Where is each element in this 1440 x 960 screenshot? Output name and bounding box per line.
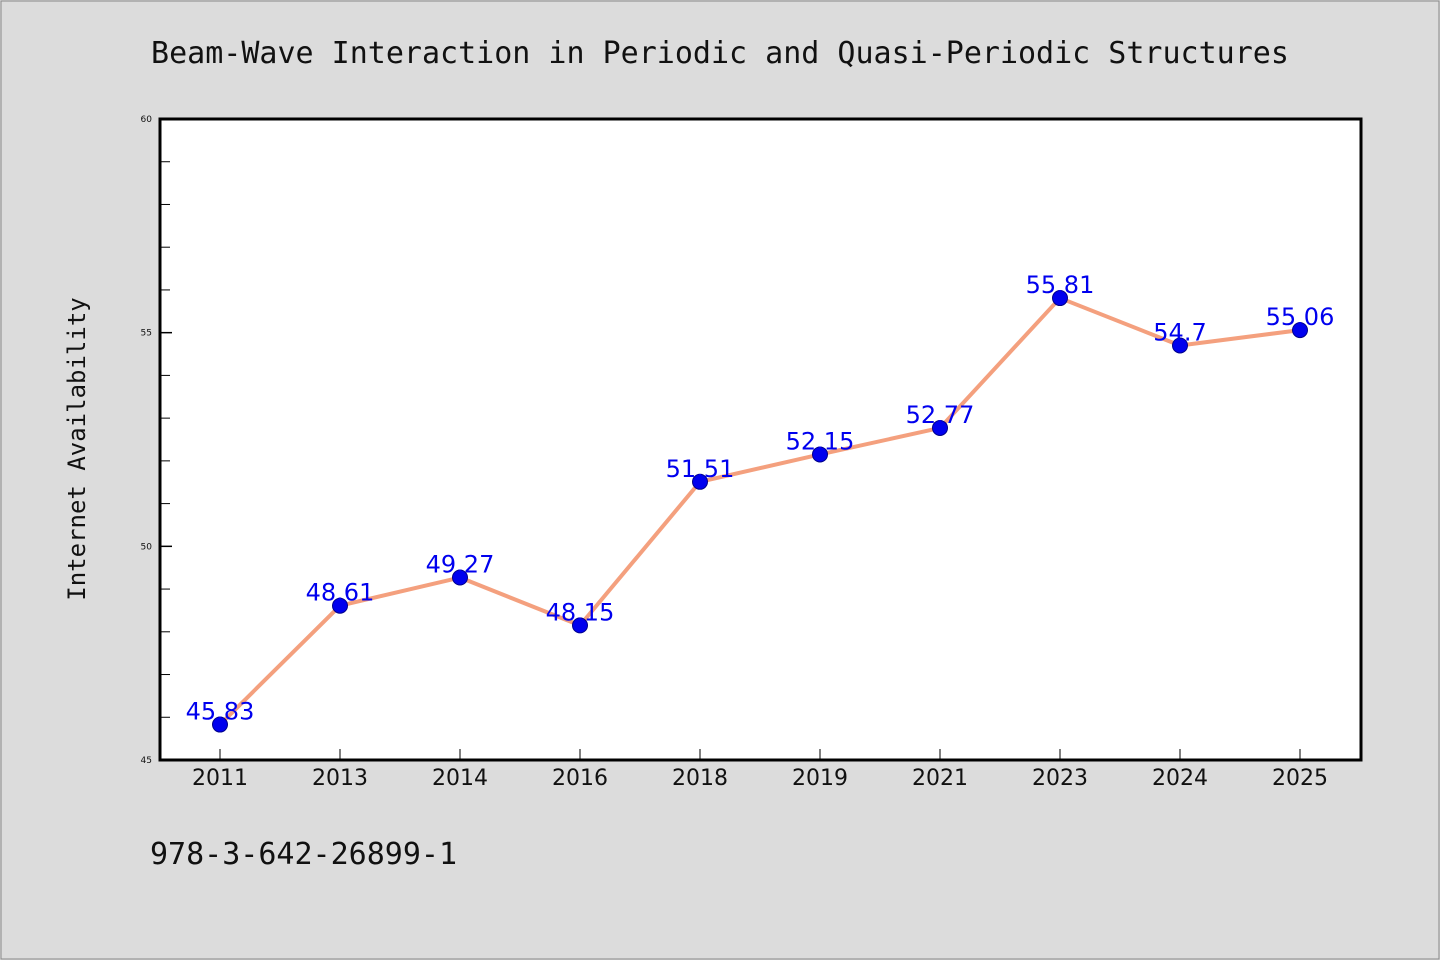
footnote: 978-3-642-26899-1: [150, 837, 457, 872]
y-tick-label: 60: [141, 115, 153, 125]
data-point: [212, 716, 228, 733]
x-tick-label: 2023: [1032, 766, 1088, 791]
data-point: [332, 597, 348, 614]
series-layer: [212, 290, 1308, 733]
data-label: 45.83: [186, 698, 255, 726]
data-label: 55.06: [1266, 303, 1335, 331]
x-tick-label: 2024: [1152, 766, 1208, 791]
y-axis: 45 50 55 60: [141, 115, 172, 766]
data-label: 48.15: [546, 598, 615, 626]
data-label: 54.7: [1153, 318, 1206, 346]
x-tick-label: 2018: [672, 766, 728, 791]
data-point: [452, 569, 468, 586]
data-label: 52.15: [786, 427, 855, 455]
data-point: [572, 617, 588, 634]
data-label: 48.61: [306, 579, 375, 607]
x-tick-label: 2011: [192, 766, 248, 791]
plot-area: [158, 117, 1363, 762]
data-point: [1292, 322, 1308, 339]
x-tick-label: 2016: [552, 766, 608, 791]
x-tick-label: 2014: [432, 766, 488, 791]
data-point: [1052, 290, 1068, 307]
data-point: [812, 446, 828, 463]
data-label: 51.51: [666, 455, 735, 483]
data-point: [932, 419, 948, 436]
y-tick-label: 50: [141, 542, 153, 552]
x-tick-label: 2013: [312, 766, 368, 791]
chart-title: Beam-Wave Interaction in Periodic and Qu…: [151, 36, 1289, 71]
data-point: [1172, 337, 1188, 354]
x-axis: 2011 2013 2014 2016 2018 2019 2021 2023 2024 2025: [192, 749, 1328, 791]
y-tick-label: 45: [141, 756, 152, 766]
data-label: 49.27: [426, 551, 495, 579]
x-tick-label: 2021: [912, 766, 968, 791]
data-labels-layer: 45.83 48.61 49.27 48.15 51.51 52.15 52.77 55.81…: [186, 271, 1335, 725]
data-label: 55.81: [1026, 271, 1095, 299]
y-axis-label: Internet Availability: [63, 297, 91, 600]
x-tick-label: 2019: [792, 766, 848, 791]
series-line: [218, 296, 1302, 727]
data-label: 52.77: [906, 401, 975, 429]
x-tick-label: 2025: [1272, 766, 1328, 791]
data-point: [692, 473, 708, 490]
y-tick-label: 55: [141, 329, 152, 339]
